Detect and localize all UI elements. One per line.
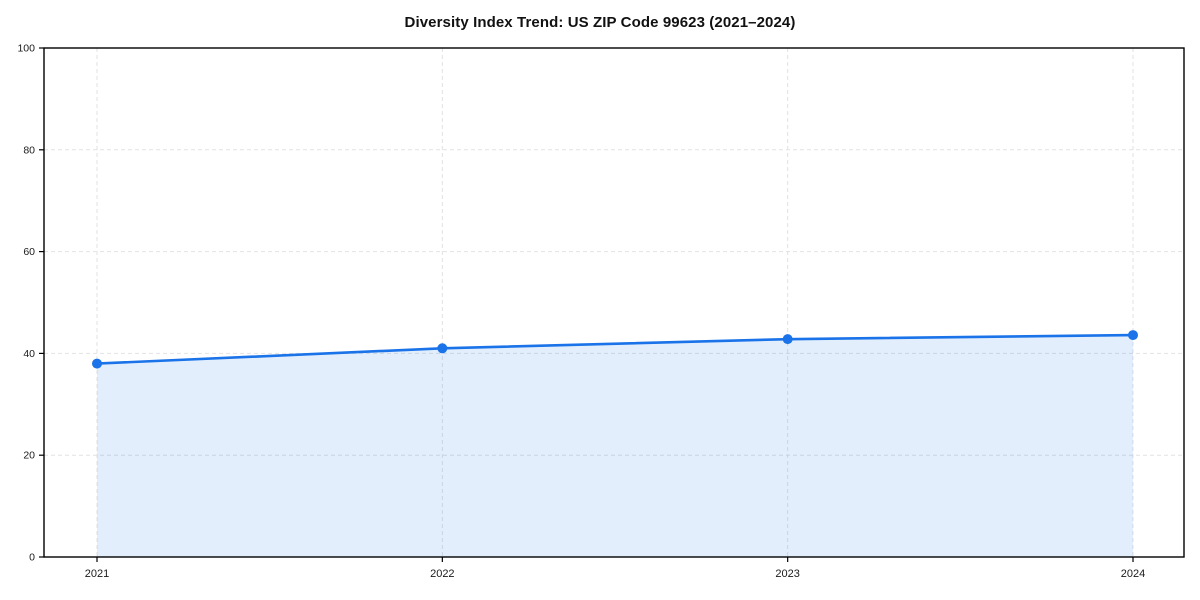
y-tick-label-60: 60 <box>23 246 35 258</box>
x-tick-label-2022: 2022 <box>430 568 454 580</box>
trend-line <box>95 333 1135 365</box>
y-tick-label-80: 80 <box>23 144 35 156</box>
chart-title: Diversity Index Trend: US ZIP Code 99623… <box>404 14 796 31</box>
y-tick-label-0: 0 <box>29 552 35 564</box>
y-tick-label-20: 20 <box>23 450 35 462</box>
plot-border <box>43 47 1185 558</box>
y-tick-label-100: 100 <box>17 43 35 55</box>
x-tick-label-2023: 2023 <box>775 568 799 580</box>
y-tick-label-40: 40 <box>23 348 35 360</box>
data-point-2022 <box>437 343 448 354</box>
data-point-2021 <box>92 358 102 369</box>
data-point-2024 <box>1128 330 1138 341</box>
x-tick-label-2021: 2021 <box>85 568 109 580</box>
data-point-2023 <box>782 334 793 345</box>
x-tick-label-2024: 2024 <box>1121 568 1145 580</box>
area-fill <box>97 335 1133 557</box>
